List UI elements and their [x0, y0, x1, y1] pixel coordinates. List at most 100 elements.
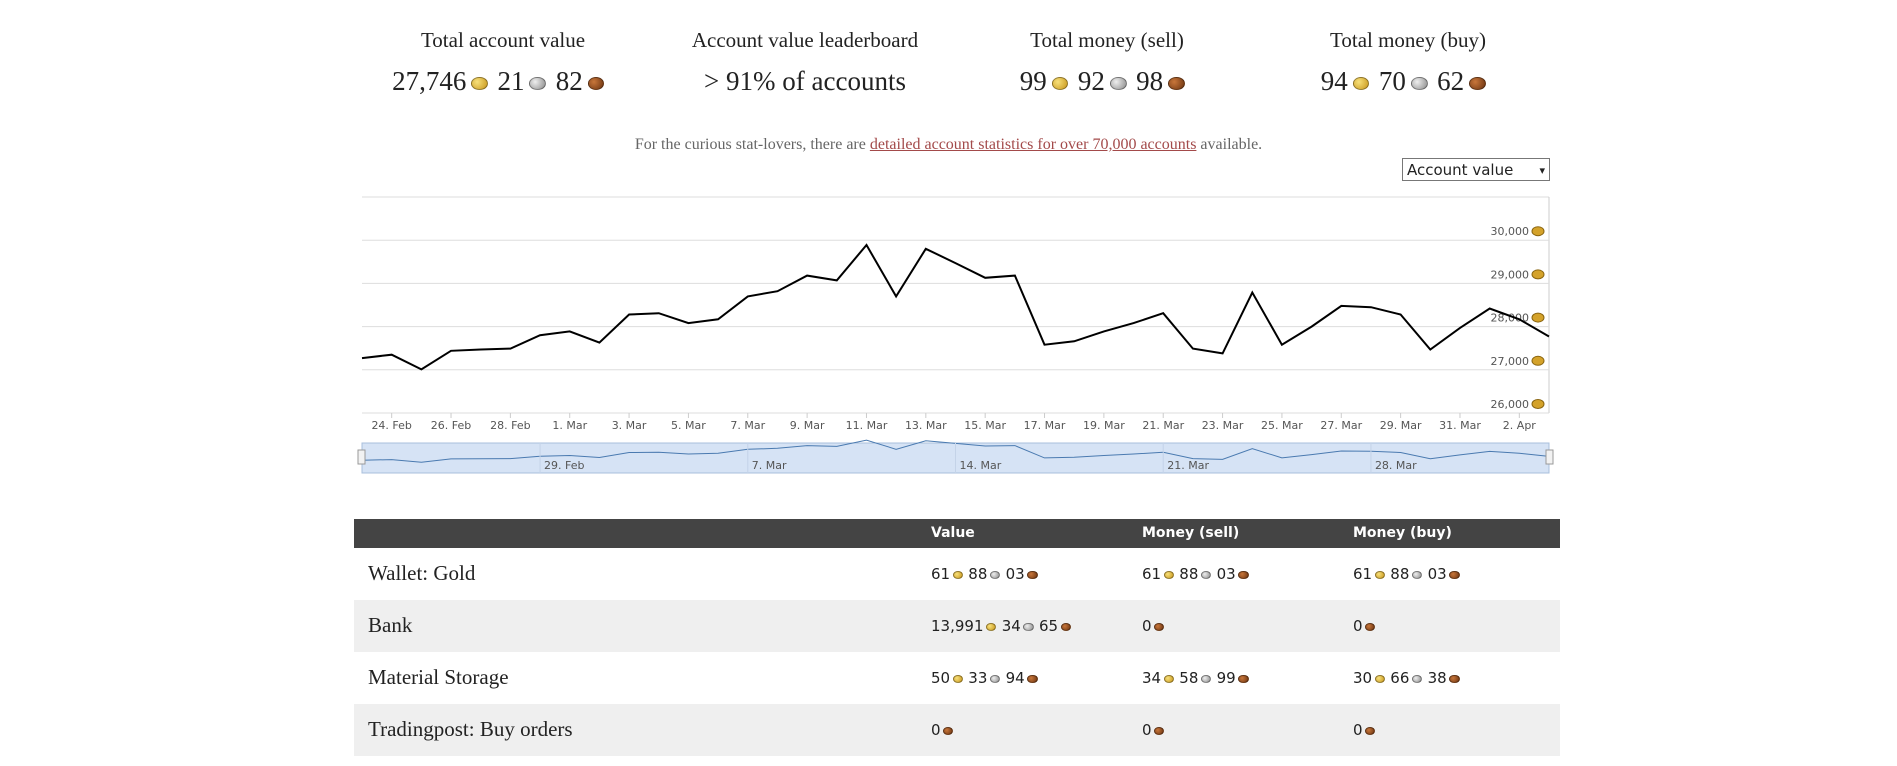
amount: 61 [1142, 565, 1162, 583]
table-row: Material Storage 50 33 94 34 58 99 30 66 38 [354, 652, 1560, 704]
amount: 94 [1005, 669, 1025, 687]
stat-label: Total money (sell) [1030, 28, 1184, 52]
amount: 58 [1179, 669, 1199, 687]
stat: Account value leaderboard > 91% of accoun… [655, 0, 955, 110]
coin-icon [1163, 674, 1175, 683]
coin-icon [1201, 570, 1212, 579]
row-name: Tradingpost: Buy orders [368, 717, 573, 741]
amount: 33 [968, 669, 988, 687]
amount: 88 [1390, 565, 1410, 583]
x-tick-label: 2. Apr [1503, 419, 1536, 432]
money-cell: 61 88 03 [1353, 565, 1465, 583]
amount: 03 [1216, 565, 1236, 583]
stat-label: Total money (buy) [1330, 28, 1486, 52]
stat: Total account value 27,746 21 82 [353, 0, 653, 110]
coin-icon [1531, 399, 1545, 409]
coin-icon [1468, 76, 1486, 90]
stat-text: > 91% of accounts [704, 66, 906, 96]
coin-icon [990, 674, 1001, 683]
amount: 0 [1142, 721, 1152, 739]
coin-icon [1027, 674, 1038, 683]
x-tick-label: 17. Mar [1024, 419, 1066, 432]
x-tick-label: 5. Mar [671, 419, 706, 432]
amount: 34 [1001, 617, 1021, 635]
line [361, 243, 1550, 371]
y-tick-label: 30,000 [1491, 225, 1530, 238]
coin-icon [1154, 622, 1165, 631]
stat-value: 94 70 62 [1258, 66, 1558, 97]
dropdown[interactable]: Account value [1402, 158, 1550, 182]
coin-icon [1027, 570, 1038, 579]
amount: 98 [1136, 66, 1164, 96]
coin-icon [1531, 312, 1545, 323]
money-cell: 30 66 38 [1353, 669, 1465, 687]
coin-icon [471, 76, 489, 90]
table-header: Value Money (sell) Money (buy) [354, 519, 1560, 548]
money-cell: 34 58 99 [1142, 669, 1254, 687]
x-tick-label: 19. Mar [1083, 419, 1125, 432]
coin-icon [1154, 726, 1165, 735]
stat-value: 27,746 21 82 [353, 66, 653, 97]
amount: 21 [497, 66, 525, 96]
x-tick-label: 7. Mar [730, 419, 765, 432]
coin-icon [943, 726, 954, 735]
x-tick-label: 31. Mar [1439, 419, 1481, 432]
amount: 0 [931, 721, 941, 739]
x-tick-label: 13. Mar [905, 419, 947, 432]
stat-value: 99 92 98 [957, 66, 1257, 97]
x-tick-label: 9. Mar [790, 419, 825, 432]
coin-icon [1051, 76, 1069, 90]
coin-icon [952, 674, 964, 683]
navigator-handle [1545, 449, 1554, 465]
note-text: available. [1196, 136, 1263, 153]
amount: 0 [1353, 617, 1363, 635]
money-cell: 50 33 94 [931, 669, 1043, 687]
amount: 13,991 [931, 617, 984, 635]
y-tick-label: 28,000 [1491, 312, 1530, 325]
column-header: Money (buy) [1353, 525, 1452, 541]
money-cell: 13,991 34 65 [931, 617, 1076, 635]
navigator-label: 7. Mar [752, 459, 787, 472]
money-cell: 61 88 03 [931, 565, 1043, 583]
x-tick-label: 26. Feb [431, 419, 471, 432]
amount: 99 [1216, 669, 1236, 687]
y-tick-label: 27,000 [1491, 355, 1530, 368]
coin-icon [1023, 622, 1034, 631]
stat: Total money (buy) 94 70 62 [1258, 0, 1558, 110]
coin-icon [1531, 226, 1545, 237]
x-tick-label: 27. Mar [1320, 419, 1362, 432]
column-header: Value [931, 525, 975, 541]
coin-icon [1201, 674, 1212, 683]
amount: 0 [1353, 721, 1363, 739]
stat-label: Total account value [420, 28, 586, 52]
amount: 34 [1142, 669, 1162, 687]
amount: 61 [1353, 565, 1373, 583]
stat-label: Account value leaderboard [691, 28, 919, 52]
coin-icon [1412, 674, 1423, 683]
x-tick-label: 23. Mar [1202, 419, 1244, 432]
table-row: Bank 13,991 34 65 0 0 [354, 600, 1560, 652]
amount: 66 [1390, 669, 1410, 687]
row-name: Bank [368, 613, 413, 637]
x-tick-label: 29. Mar [1380, 419, 1422, 432]
amount: 88 [968, 565, 988, 583]
row-name: Material Storage [368, 665, 509, 689]
note-text: For the curious stat-lovers, there are [634, 136, 870, 153]
column-header: Money (sell) [1142, 525, 1240, 541]
coin-icon [1531, 269, 1545, 280]
amount: 88 [1179, 565, 1199, 583]
table-row: Wallet: Gold 61 88 03 61 88 03 61 88 03 [354, 548, 1560, 600]
coin-icon [1167, 76, 1185, 90]
amount: 50 [931, 669, 951, 687]
x-tick-label: 15. Mar [964, 419, 1006, 432]
money-cell: 0 [1142, 617, 1170, 635]
amount: 03 [1005, 565, 1025, 583]
coin-icon [1352, 76, 1370, 90]
navigator-label: 29. Feb [544, 459, 584, 472]
stats-link[interactable]: detailed account statistics for over 70,… [869, 136, 1197, 153]
amount: 99 [1019, 66, 1047, 96]
amount: 61 [931, 565, 951, 583]
coin-icon [1238, 674, 1249, 683]
coin-icon [1374, 674, 1386, 683]
